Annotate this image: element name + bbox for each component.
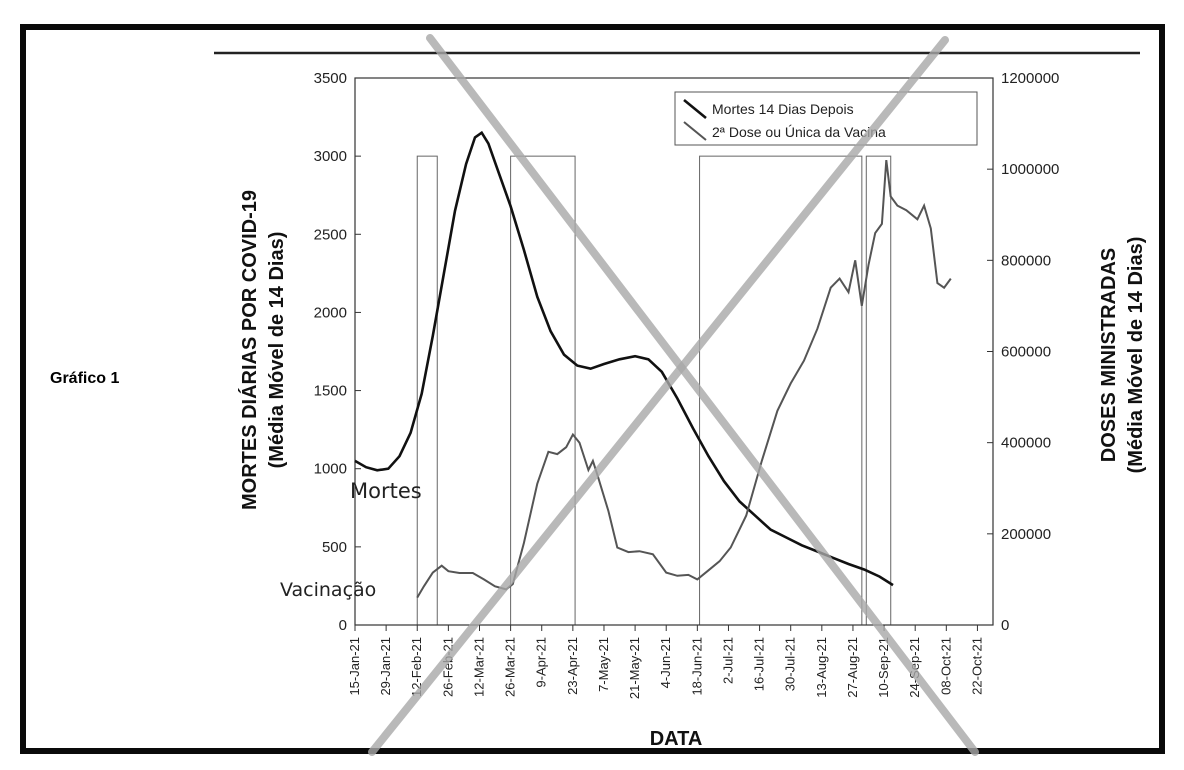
series-line-vaccination [416,159,952,599]
x-tick-label: 2-Jul-21 [720,637,735,684]
legend-swatch-deaths [683,98,707,120]
x-tick-label: 13-Aug-21 [814,637,829,698]
x-tick-label: 7-May-21 [596,637,611,692]
highlight-band-4 [865,155,892,626]
y-tick-label: 500 [322,539,347,556]
y-tick-label: 2500 [314,226,347,243]
legend-box [674,91,978,146]
x-tick-label: 29-Jan-21 [378,637,393,696]
y-tick-label: 1500 [314,383,347,400]
annotation-vaccination: Vacinação [280,579,376,601]
cross-stroke-1 [426,34,979,756]
x-tick-label: 16-Jul-21 [752,637,767,691]
y2-axis-title: DOSES MINISTRADAS [1098,248,1120,462]
x-tick-label: 9-Apr-21 [534,637,549,688]
x-tick-label: 12-Mar-21 [471,637,486,697]
y2-tick-label: 0 [1001,617,1009,634]
x-tick-label: 4-Jun-21 [658,637,673,688]
y-tick-label: 3000 [314,148,347,165]
y-tick-label: 3500 [314,70,347,87]
y2-tick-label: 200000 [1001,526,1051,543]
y-tick-label: 0 [339,617,347,634]
y-axis-subtitle: (Média Móvel de 14 Dias) [266,232,288,469]
y-tick-label: 1000 [314,461,347,478]
right-axis-ticks: 0 200000 400000 600000 800000 1000000 1200000 [987,70,1059,634]
x-axis-ticks: 15-Jan-21 29-Jan-21 12-Feb-21 26-Feb-21 12-M… [347,625,984,699]
series-line-deaths [354,130,894,587]
legend-entry-vaccination: 2ª Dose ou Única da Vacina [712,124,886,140]
x-tick-label: 15-Jan-21 [347,637,362,696]
x-axis-title: DATA [650,728,703,750]
y2-tick-label: 1000000 [1001,161,1059,178]
x-tick-label: 27-Aug-21 [845,637,860,698]
highlight-band-1 [416,155,438,626]
x-tick-label: 21-May-21 [627,637,642,699]
legend-swatch-vaccination [683,121,707,141]
y-axis-title: MORTES DIÁRIAS POR COVID-19 [238,190,261,510]
y-tick-label: 2000 [314,304,347,321]
y2-axis-subtitle: (Média Móvel de 14 Dias) [1125,237,1147,474]
cross-out-mark [368,34,979,756]
x-tick-label: 12-Feb-21 [409,637,424,697]
x-tick-label: 23-Apr-21 [565,637,580,695]
figure-label: Gráfico 1 [50,370,120,387]
x-tick-label: 18-Jun-21 [689,637,704,696]
left-axis-ticks: 0 500 1000 1500 2000 2500 3000 3500 [314,70,361,634]
y2-tick-label: 800000 [1001,252,1051,269]
annotation-deaths: Mortes [350,479,422,503]
x-tick-label: 10-Sep-21 [876,637,891,698]
x-tick-label: 22-Oct-21 [969,637,984,695]
x-tick-label: 26-Mar-21 [503,637,518,697]
legend: Mortes 14 Dias Depois 2ª Dose ou Única d… [674,91,978,146]
x-tick-label: 08-Oct-21 [938,637,953,695]
y2-tick-label: 600000 [1001,344,1051,361]
cross-stroke-2 [368,36,949,756]
y2-tick-label: 1200000 [1001,70,1059,87]
y2-tick-label: 400000 [1001,435,1051,452]
x-tick-label: 30-Jul-21 [783,637,798,691]
legend-entry-deaths: Mortes 14 Dias Depois [712,101,854,117]
figure-frame [20,24,1165,754]
